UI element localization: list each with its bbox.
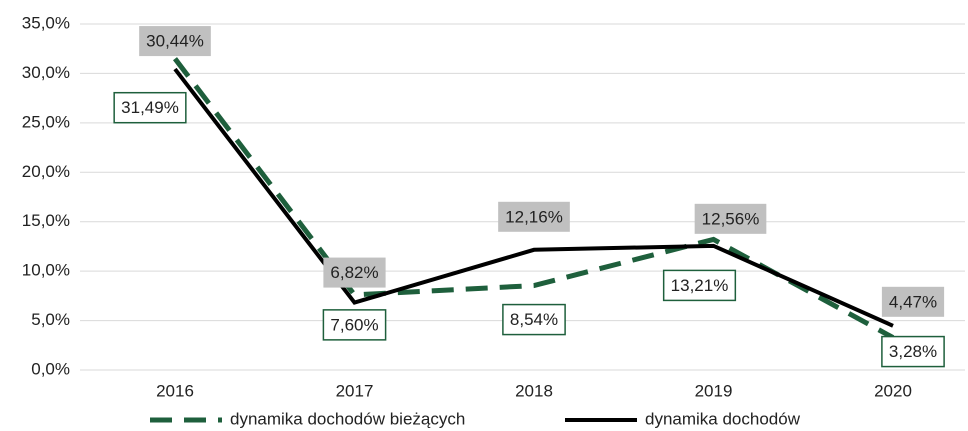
- data-label-text: 3,28%: [889, 342, 937, 361]
- data-label: 7,60%: [322, 309, 387, 341]
- x-tick-label: 2017: [336, 381, 374, 400]
- data-label-text: 30,44%: [146, 32, 204, 51]
- data-label: 3,28%: [881, 335, 945, 368]
- data-label: 13,21%: [662, 269, 737, 302]
- line-series: [173, 67, 894, 328]
- data-label-text: 6,82%: [330, 263, 378, 282]
- legend-label: dynamika dochodów: [645, 409, 801, 428]
- label-box: [881, 335, 945, 368]
- label-box: [662, 269, 737, 302]
- label-box: [113, 91, 187, 124]
- y-tick-label: 15,0%: [22, 211, 70, 230]
- data-label-text: 31,49%: [121, 98, 179, 117]
- x-tick-label: 2018: [515, 381, 553, 400]
- data-label: 12,16%: [498, 201, 570, 232]
- data-label-text: 7,60%: [330, 315, 378, 334]
- y-tick-label: 25,0%: [22, 112, 70, 131]
- data-label-text: 12,56%: [702, 209, 760, 228]
- data-label-text: 4,47%: [889, 292, 937, 311]
- data-label: 6,82%: [323, 257, 386, 288]
- legend-label: dynamika dochodów bieżących: [230, 409, 465, 428]
- label-box: [323, 257, 386, 288]
- label-box: [139, 26, 211, 57]
- data-label-text: 8,54%: [510, 310, 558, 329]
- label-box: [322, 309, 387, 341]
- label-box: [694, 203, 767, 234]
- label-box: [881, 286, 945, 317]
- x-tick-label: 2016: [156, 381, 194, 400]
- label-box: [498, 201, 570, 232]
- y-tick-label: 0,0%: [31, 359, 70, 378]
- data-label-text: 12,16%: [505, 207, 563, 226]
- y-tick-label: 20,0%: [22, 162, 70, 181]
- label-box: [502, 303, 566, 336]
- y-tick-label: 30,0%: [22, 63, 70, 82]
- data-label: 4,47%: [881, 286, 945, 317]
- data-label-text: 13,21%: [671, 276, 729, 295]
- data-label: 12,56%: [694, 203, 767, 234]
- x-tick-label: 2019: [695, 381, 733, 400]
- y-tick-label: 5,0%: [31, 310, 70, 329]
- y-tick-label: 10,0%: [22, 261, 70, 280]
- data-label: 8,54%: [502, 303, 566, 336]
- data-label: 31,49%: [113, 91, 187, 124]
- line-series: [173, 57, 895, 340]
- y-tick-label: 35,0%: [22, 13, 70, 32]
- data-label: 30,44%: [139, 26, 211, 57]
- x-tick-label: 2020: [874, 381, 912, 400]
